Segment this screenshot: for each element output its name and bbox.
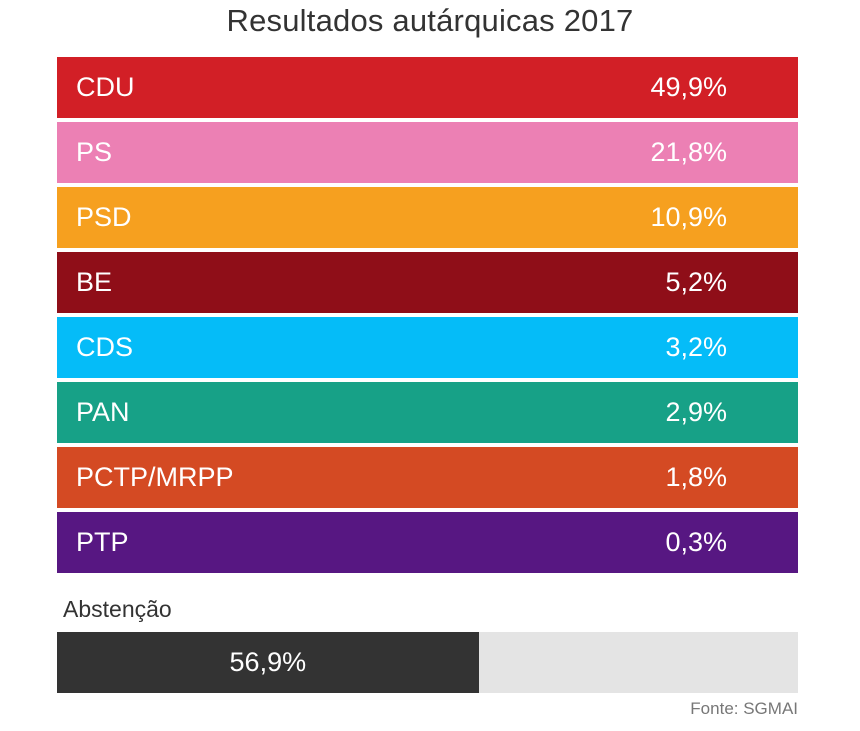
result-row: BE 5,2% [57,252,798,313]
chart-title: Resultados autárquicas 2017 [226,3,634,38]
result-row: PS 21,8% [57,122,798,183]
party-value-label: 3,2% [665,332,727,362]
result-row: PAN 2,9% [57,382,798,443]
party-value-label: 10,9% [650,202,727,232]
abstention-bar-track: 56,9% [57,632,798,693]
abstention-bar-fill: 56,9% [57,632,479,693]
result-row: PSD 10,9% [57,187,798,248]
party-value-label: 49,9% [650,72,727,102]
party-label: PCTP/MRPP [76,462,234,492]
party-label: CDS [76,332,134,362]
party-value-label: 21,8% [650,137,727,167]
party-label: PSD [76,202,132,232]
result-row: CDS 3,2% [57,317,798,378]
result-row: CDU 49,9% [57,57,798,118]
abstention-label: Abstenção [63,596,172,622]
result-row: PTP 0,3% [57,512,798,573]
party-label: PTP [76,527,129,557]
party-label: PS [76,137,113,167]
abstention-value-label: 56,9% [229,647,307,677]
party-value-label: 5,2% [665,267,727,297]
source-note: Fonte: SGMAI [690,699,798,718]
party-label: PAN [76,397,130,427]
party-label: BE [76,267,113,297]
party-value-label: 0,3% [665,527,727,557]
party-label: CDU [76,72,135,102]
party-value-label: 1,8% [665,462,727,492]
result-row: PCTP/MRPP 1,8% [57,447,798,508]
party-value-label: 2,9% [665,397,727,427]
